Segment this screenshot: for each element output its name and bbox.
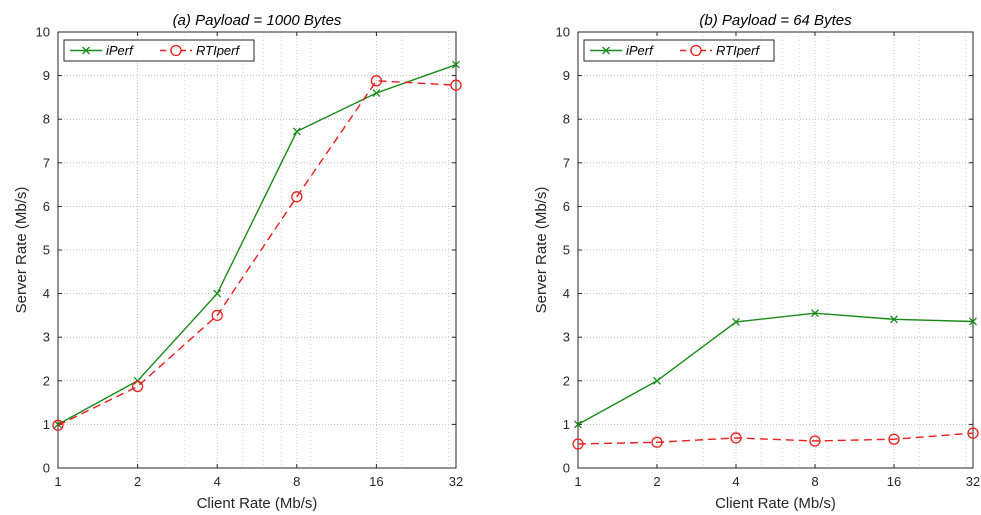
series-line-iperf [577, 312, 974, 426]
data-point-iperf [811, 309, 819, 318]
y-tick-label: 0 [563, 461, 570, 476]
data-point-iperf [574, 420, 582, 429]
data-point-rtiperf [572, 438, 584, 450]
y-tick-label: 7 [563, 155, 570, 170]
x-tick-label: 2 [134, 474, 141, 489]
data-point-iperf [213, 289, 222, 298]
y-tick-label: 7 [43, 155, 50, 170]
x-tick-label: 1 [54, 474, 61, 489]
data-point-rtiperf [211, 309, 223, 322]
x-tick-label: 32 [449, 474, 463, 489]
x-tick-label: 1 [574, 474, 581, 489]
y-tick-label: 4 [563, 286, 570, 301]
y-tick-label: 10 [556, 25, 570, 40]
data-point-iperf [653, 376, 661, 385]
data-point-rtiperf [291, 191, 303, 203]
x-axis-label: Client Rate (Mb/s) [715, 495, 836, 512]
x-tick-label: 2 [653, 474, 660, 489]
legend-marker-rtiperf [690, 44, 702, 57]
y-tick-label: 9 [43, 68, 50, 83]
y-tick-label: 6 [43, 199, 50, 214]
data-point-rtiperf [809, 435, 821, 447]
x-tick-label: 4 [214, 474, 221, 489]
y-axis-label: Server Rate (Mb/s) [13, 187, 30, 314]
x-axis-label: Client Rate (Mb/s) [197, 495, 318, 512]
legend-box [583, 39, 775, 62]
x-tick-label: 32 [966, 474, 980, 489]
y-axis-label: Server Rate (Mb/s) [533, 187, 550, 314]
y-tick-label: 5 [563, 243, 570, 258]
legend-label-iperf: iPerf [106, 43, 134, 58]
series-line-rtiperf [57, 80, 457, 426]
plot-area [578, 32, 973, 468]
data-point-iperf [54, 420, 62, 429]
data-point-iperf [372, 89, 381, 97]
legend-box [63, 39, 255, 62]
legend-label-iperf: iPerf [626, 43, 654, 58]
y-tick-label: 2 [563, 373, 570, 388]
y-tick-label: 10 [36, 25, 50, 40]
legend-label-rtiperf: RTIperf [716, 43, 760, 58]
legend-label-rtiperf: RTIperf [196, 43, 240, 58]
x-tick-label: 4 [732, 474, 739, 489]
x-tick-label: 16 [887, 474, 901, 489]
series-line-iperf [57, 64, 457, 426]
y-tick-label: 3 [563, 330, 570, 345]
x-tick-label: 8 [811, 474, 818, 489]
data-point-rtiperf [730, 432, 742, 444]
y-tick-label: 1 [563, 417, 570, 432]
data-point-iperf [452, 60, 460, 69]
data-point-iperf [890, 315, 898, 324]
y-tick-label: 9 [563, 68, 570, 83]
y-tick-label: 4 [43, 286, 50, 301]
data-point-rtiperf [131, 380, 144, 393]
y-tick-label: 3 [43, 330, 50, 345]
y-tick-label: 5 [43, 243, 50, 258]
series-line-rtiperf [577, 432, 974, 445]
y-tick-label: 8 [43, 112, 50, 127]
data-point-rtiperf [651, 436, 663, 448]
legend-marker-rtiperf [170, 44, 182, 57]
x-tick-label: 8 [293, 474, 300, 489]
y-tick-label: 2 [43, 373, 50, 388]
data-point-iperf [292, 127, 301, 136]
y-tick-label: 6 [563, 199, 570, 214]
data-point-rtiperf [967, 427, 979, 439]
chart-title: (b) Payload = 64 Bytes [699, 12, 852, 29]
y-tick-label: 8 [563, 112, 570, 127]
data-point-rtiperf [52, 419, 64, 431]
legend-marker-iperf [602, 46, 610, 55]
y-tick-label: 0 [43, 461, 50, 476]
data-point-rtiperf [888, 433, 900, 445]
data-point-rtiperf [370, 75, 383, 87]
chart-title: (a) Payload = 1000 Bytes [173, 12, 342, 29]
legend-marker-iperf [82, 46, 90, 55]
y-tick-label: 1 [43, 417, 50, 432]
data-point-iperf [969, 317, 977, 326]
data-point-iperf [732, 317, 740, 326]
x-tick-label: 16 [369, 474, 383, 489]
data-point-iperf [133, 376, 142, 385]
data-point-rtiperf [450, 79, 462, 91]
